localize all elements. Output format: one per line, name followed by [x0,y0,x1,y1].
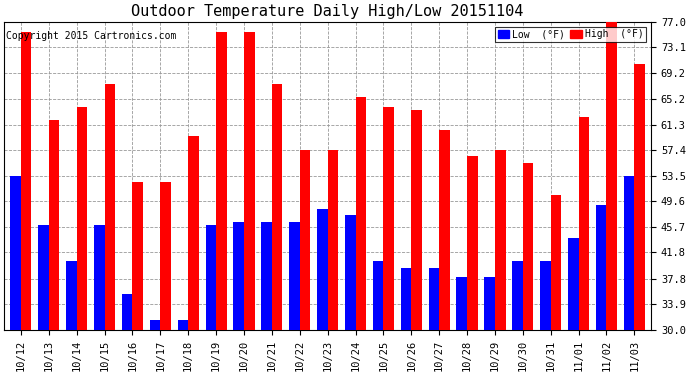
Bar [105,84,115,375]
Bar [289,222,299,375]
Bar [373,261,384,375]
Bar [551,195,562,375]
Bar [188,136,199,375]
Bar [428,268,439,375]
Bar [66,261,77,375]
Bar [77,107,87,375]
Bar [345,215,355,375]
Bar [10,176,21,375]
Bar [177,320,188,375]
Legend: Low  (°F), High  (°F): Low (°F), High (°F) [495,27,647,42]
Bar [328,150,338,375]
Bar [355,97,366,375]
Bar [624,176,634,375]
Bar [607,22,617,375]
Bar [579,117,589,375]
Bar [216,32,227,375]
Bar [523,163,533,375]
Bar [299,150,310,375]
Bar [122,294,132,375]
Bar [317,209,328,375]
Bar [457,278,467,375]
Bar [439,130,450,375]
Bar [411,110,422,375]
Bar [150,320,160,375]
Bar [512,261,523,375]
Bar [206,225,216,375]
Bar [568,238,579,375]
Bar [49,120,59,375]
Bar [94,225,105,375]
Text: Copyright 2015 Cartronics.com: Copyright 2015 Cartronics.com [6,31,177,41]
Bar [484,278,495,375]
Bar [38,225,49,375]
Bar [21,32,32,375]
Bar [262,222,272,375]
Bar [132,182,143,375]
Bar [495,150,506,375]
Bar [233,222,244,375]
Bar [634,64,645,375]
Bar [596,205,607,375]
Bar [384,107,394,375]
Bar [401,268,411,375]
Bar [160,182,171,375]
Title: Outdoor Temperature Daily High/Low 20151104: Outdoor Temperature Daily High/Low 20151… [132,4,524,19]
Bar [540,261,551,375]
Bar [244,32,255,375]
Bar [467,156,477,375]
Bar [272,84,282,375]
